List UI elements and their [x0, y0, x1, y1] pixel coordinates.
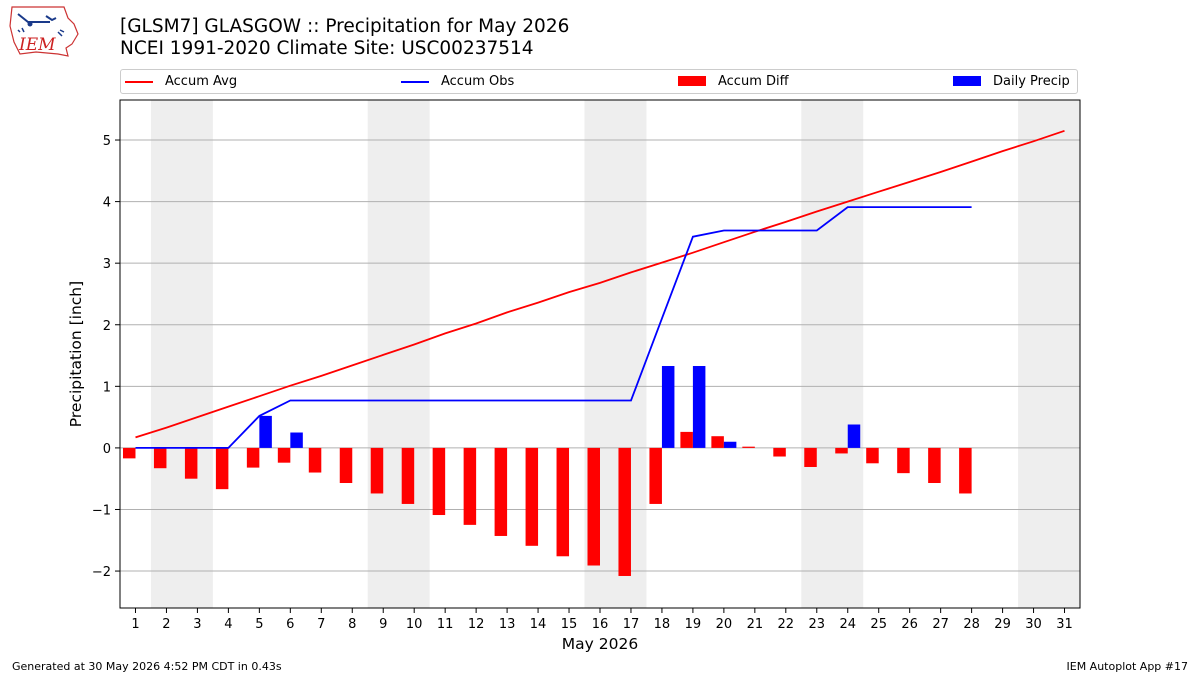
- accum-diff-bar: [370, 447, 384, 494]
- accum-diff-bar: [339, 447, 353, 484]
- chart-subtitle: NCEI 1991-2020 Climate Site: USC00237514: [120, 38, 534, 59]
- x-axis-label: May 2026: [562, 635, 638, 653]
- x-tick-label: 29: [994, 617, 1011, 632]
- accum-diff-bar: [959, 447, 972, 494]
- accum-diff-bar: [122, 447, 136, 459]
- x-tick-label: 1: [131, 617, 139, 632]
- accum-diff-bar: [587, 447, 600, 566]
- y-tick-label: 5: [103, 134, 111, 149]
- accum-diff-bar: [928, 447, 941, 484]
- daily-precip-bar: [847, 424, 861, 448]
- accum-diff-bar: [432, 447, 446, 516]
- x-tick-label: 25: [870, 617, 887, 632]
- x-tick-label: 5: [255, 617, 263, 632]
- legend-label: Accum Avg: [165, 74, 238, 89]
- accum-diff-bar: [525, 447, 539, 546]
- x-tick-label: 3: [193, 617, 201, 632]
- accum-diff-bar: [556, 447, 570, 557]
- accum-diff-bar: [711, 436, 724, 448]
- accum-diff-bar: [804, 447, 817, 467]
- legend-swatch-daily-precip: [953, 76, 981, 86]
- accum-diff-bar: [835, 447, 848, 454]
- accum-diff-bar: [897, 447, 910, 474]
- y-tick-label: 3: [103, 257, 111, 272]
- y-tick-label: −2: [92, 565, 111, 580]
- accum-diff-bar: [742, 446, 755, 448]
- accum-diff-bar: [184, 447, 198, 479]
- x-tick-label: 15: [561, 617, 578, 632]
- x-tick-label: 21: [747, 617, 764, 632]
- y-tick-label: 1: [103, 380, 111, 395]
- weekend-band: [367, 100, 430, 608]
- x-tick-label: 11: [437, 617, 454, 632]
- y-axis-label: Precipitation [inch]: [67, 281, 85, 427]
- x-tick-label: 20: [716, 617, 733, 632]
- iem-logo: IEM: [9, 6, 79, 57]
- legend-label: Daily Precip: [993, 74, 1070, 89]
- x-tick-label: 22: [778, 617, 795, 632]
- x-tick-label: 18: [654, 617, 671, 632]
- accum-diff-bar: [773, 447, 786, 457]
- accum-diff-bar: [308, 447, 322, 473]
- x-tick-label: 19: [685, 617, 702, 632]
- logo-text: IEM: [18, 35, 56, 55]
- weekend-band: [1018, 100, 1080, 608]
- x-tick-label: 4: [224, 617, 232, 632]
- accum-avg-line: [135, 129, 1065, 439]
- accum-diff-bar: [463, 447, 477, 525]
- x-tick-label: 6: [286, 617, 294, 632]
- x-tick-label: 8: [348, 617, 356, 632]
- daily-precip-bar: [259, 415, 272, 448]
- y-tick-label: −1: [92, 503, 111, 518]
- accum-diff-bar: [649, 447, 662, 504]
- accum-diff-bar: [277, 447, 291, 463]
- chart-legend: Accum Avg Accum Obs Accum Diff Daily Pre…: [120, 69, 1078, 94]
- x-tick-label: 2: [162, 617, 170, 632]
- accum-diff-bar: [618, 447, 631, 576]
- x-tick-label: 24: [839, 617, 856, 632]
- x-tick-label: 31: [1056, 617, 1073, 632]
- x-tick-label: 17: [623, 617, 640, 632]
- x-tick-label: 23: [809, 617, 826, 632]
- accum-diff-bar: [215, 447, 229, 490]
- x-tick-label: 7: [317, 617, 325, 632]
- accum-diff-bar: [866, 447, 879, 464]
- weekend-band: [150, 100, 213, 608]
- accum-diff-bar: [246, 447, 260, 468]
- x-tick-label: 27: [932, 617, 949, 632]
- legend-label: Accum Diff: [718, 74, 789, 89]
- x-tick-label: 26: [901, 617, 918, 632]
- legend-label: Accum Obs: [441, 74, 515, 89]
- legend-swatch-accum-obs: [401, 81, 429, 83]
- y-tick-label: 4: [103, 196, 111, 211]
- accum-obs-line: [135, 206, 972, 449]
- footer-app: IEM Autoplot App #17: [1066, 660, 1189, 673]
- weekend-band: [801, 100, 864, 608]
- accum-diff-bar: [401, 447, 415, 504]
- footer-generated: Generated at 30 May 2026 4:52 PM CDT in …: [12, 660, 282, 673]
- chart-title: [GLSM7] GLASGOW :: Precipitation for May…: [120, 16, 570, 37]
- x-tick-label: 30: [1025, 617, 1042, 632]
- daily-precip-bar: [290, 432, 303, 448]
- x-tick-label: 14: [530, 617, 547, 632]
- x-tick-label: 9: [379, 617, 387, 632]
- daily-precip-bar: [723, 441, 737, 448]
- legend-swatch-accum-avg: [125, 81, 153, 83]
- accum-diff-bar: [494, 447, 508, 536]
- daily-precip-bar: [692, 366, 706, 448]
- x-tick-label: 13: [499, 617, 516, 632]
- accum-diff-bar: [153, 447, 167, 469]
- daily-precip-bar: [661, 366, 675, 448]
- legend-swatch-accum-diff: [678, 76, 706, 86]
- y-tick-label: 2: [103, 319, 111, 334]
- accum-diff-bar: [680, 431, 693, 448]
- x-tick-label: 12: [468, 617, 485, 632]
- x-tick-label: 28: [963, 617, 980, 632]
- x-tick-label: 10: [406, 617, 423, 632]
- x-tick-label: 16: [592, 617, 609, 632]
- y-tick-label: 0: [103, 442, 111, 457]
